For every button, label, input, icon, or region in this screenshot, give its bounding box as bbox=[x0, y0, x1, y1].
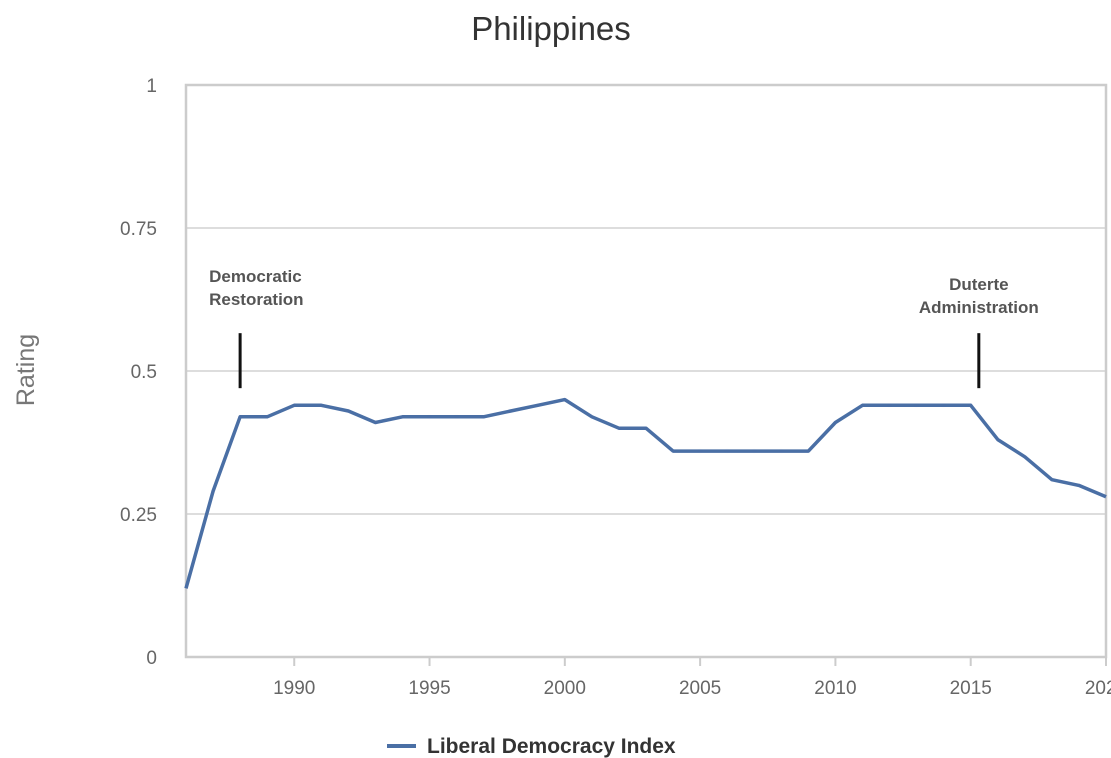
y-tick-label: 0.25 bbox=[120, 505, 157, 526]
annotation-label: Restoration bbox=[209, 290, 303, 309]
data-point bbox=[319, 403, 324, 408]
data-point bbox=[211, 489, 216, 494]
data-point bbox=[860, 403, 865, 408]
x-axis-ticks: 1990 1995 2000 2005 2010 2015 2020 bbox=[273, 657, 1111, 699]
series-line bbox=[184, 397, 1107, 589]
data-point bbox=[752, 449, 757, 454]
data-point bbox=[779, 449, 784, 454]
data-point bbox=[184, 586, 189, 591]
y-tick-label: 0 bbox=[146, 648, 157, 669]
data-point bbox=[725, 449, 730, 454]
data-point bbox=[806, 449, 811, 454]
data-point bbox=[346, 409, 351, 414]
chart-title: Philippines bbox=[471, 10, 631, 47]
data-point bbox=[292, 403, 297, 408]
x-tick-label: 2020 bbox=[1085, 678, 1111, 699]
annotations: Democratic Restoration Duterte Administrati… bbox=[209, 267, 1039, 389]
data-point bbox=[481, 414, 486, 419]
data-point bbox=[535, 403, 540, 408]
x-tick-label: 2000 bbox=[544, 678, 586, 699]
data-point bbox=[941, 403, 946, 408]
data-point bbox=[698, 449, 703, 454]
data-point bbox=[454, 414, 459, 419]
data-point bbox=[1049, 477, 1054, 482]
data-point bbox=[833, 420, 838, 425]
y-tick-label: 0.5 bbox=[131, 362, 157, 383]
data-point bbox=[1104, 494, 1109, 499]
legend[interactable]: Liberal Democracy Index bbox=[387, 735, 676, 758]
data-point bbox=[265, 414, 270, 419]
y-axis-ticks: 0 0.25 0.5 0.75 1 bbox=[120, 76, 157, 669]
series-group bbox=[184, 397, 1109, 591]
x-tick-label: 2005 bbox=[679, 678, 721, 699]
data-point bbox=[968, 403, 973, 408]
plot-frame bbox=[184, 83, 1108, 659]
data-point bbox=[644, 426, 649, 431]
annotation-label: Administration bbox=[919, 298, 1039, 317]
y-tick-label: 0.75 bbox=[120, 219, 157, 240]
data-point bbox=[1022, 454, 1027, 459]
annotation-label: Duterte bbox=[949, 275, 1009, 294]
data-point bbox=[887, 403, 892, 408]
data-point bbox=[373, 420, 378, 425]
data-point bbox=[562, 397, 567, 402]
x-tick-label: 1995 bbox=[408, 678, 450, 699]
y-axis-label: Rating bbox=[12, 334, 40, 406]
data-point bbox=[671, 449, 676, 454]
plot-area-border bbox=[184, 83, 1108, 659]
x-tick-label: 1990 bbox=[273, 678, 315, 699]
grid bbox=[186, 227, 1106, 515]
data-point bbox=[400, 414, 405, 419]
data-point bbox=[238, 414, 243, 419]
data-point bbox=[589, 414, 594, 419]
x-tick-label: 2010 bbox=[814, 678, 856, 699]
x-tick-label: 2015 bbox=[950, 678, 992, 699]
y-tick-label: 1 bbox=[146, 76, 157, 97]
data-point bbox=[427, 414, 432, 419]
data-point bbox=[995, 437, 1000, 442]
legend-label[interactable]: Liberal Democracy Index bbox=[427, 735, 676, 758]
data-point bbox=[508, 409, 513, 414]
data-point bbox=[1076, 483, 1081, 488]
annotation-label: Democratic bbox=[209, 267, 302, 286]
data-point bbox=[914, 403, 919, 408]
data-point bbox=[616, 426, 621, 431]
